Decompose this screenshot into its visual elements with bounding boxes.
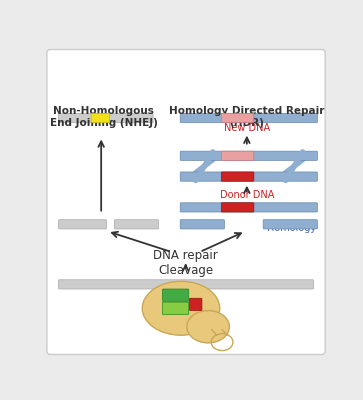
- FancyBboxPatch shape: [91, 114, 110, 123]
- Text: DNA repair: DNA repair: [153, 249, 218, 262]
- Text: Homology: Homology: [268, 223, 317, 233]
- FancyBboxPatch shape: [180, 172, 317, 181]
- FancyBboxPatch shape: [58, 220, 107, 229]
- Text: Homology Directed Repair
(HDR): Homology Directed Repair (HDR): [169, 106, 325, 128]
- FancyBboxPatch shape: [58, 114, 153, 123]
- FancyBboxPatch shape: [162, 302, 189, 314]
- FancyBboxPatch shape: [180, 151, 317, 160]
- Ellipse shape: [187, 310, 229, 343]
- FancyBboxPatch shape: [162, 289, 189, 301]
- FancyBboxPatch shape: [189, 298, 202, 310]
- Text: Non-Homologous
End Joining (NHEJ): Non-Homologous End Joining (NHEJ): [50, 106, 158, 128]
- Ellipse shape: [142, 281, 220, 335]
- FancyBboxPatch shape: [221, 151, 254, 160]
- FancyBboxPatch shape: [221, 114, 254, 123]
- FancyBboxPatch shape: [114, 220, 159, 229]
- FancyBboxPatch shape: [180, 203, 317, 212]
- FancyBboxPatch shape: [47, 50, 325, 354]
- FancyBboxPatch shape: [221, 172, 254, 181]
- Text: Cleavage: Cleavage: [158, 264, 213, 278]
- FancyBboxPatch shape: [180, 114, 317, 123]
- Text: New DNA: New DNA: [224, 123, 270, 133]
- FancyBboxPatch shape: [58, 280, 314, 289]
- Text: Donor DNA: Donor DNA: [220, 190, 274, 200]
- Text: Deletion / Insertions: Deletion / Insertions: [58, 114, 149, 124]
- FancyBboxPatch shape: [180, 220, 224, 229]
- FancyBboxPatch shape: [221, 203, 254, 212]
- FancyBboxPatch shape: [263, 220, 317, 229]
